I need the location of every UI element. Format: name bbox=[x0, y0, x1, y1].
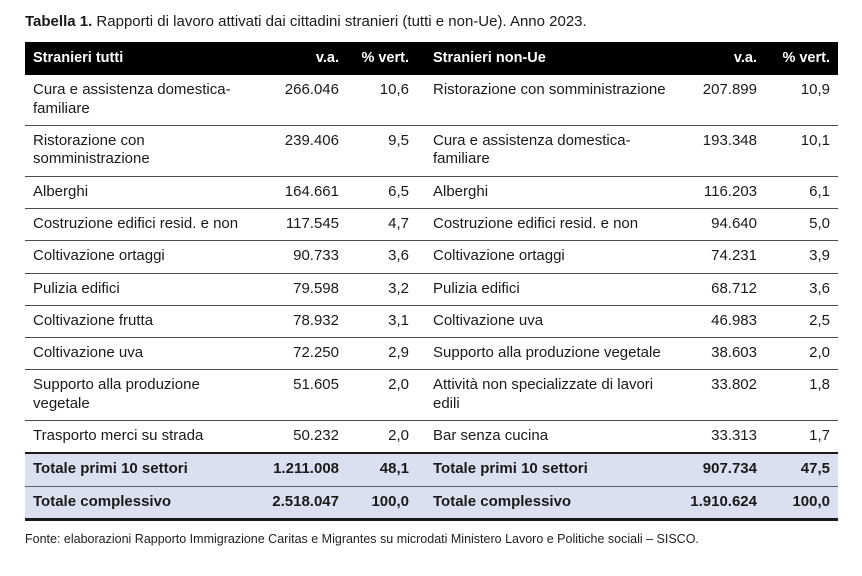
header-right-pct: % vert. bbox=[765, 41, 838, 76]
value-cell: 46.983 bbox=[675, 304, 765, 338]
sector-cell: Supporto alla produzione vegetale bbox=[417, 337, 675, 370]
value-cell: 117.545 bbox=[263, 207, 347, 241]
sector-cell: Alberghi bbox=[417, 175, 675, 209]
pct-cell: 3,1 bbox=[347, 304, 417, 338]
pct-cell: 1,8 bbox=[765, 369, 838, 421]
total-value-cell: 2.518.047 bbox=[263, 485, 347, 520]
sector-cell: Coltivazione frutta bbox=[25, 304, 263, 338]
sector-cell: Costruzione edifici resid. e non bbox=[25, 207, 263, 241]
header-left-va: v.a. bbox=[263, 41, 347, 76]
totals-top10-row: Totale primi 10 settori 1.211.008 48,1 T… bbox=[25, 452, 838, 487]
pct-cell: 9,5 bbox=[347, 125, 417, 177]
totals-overall-row: Totale complessivo 2.518.047 100,0 Total… bbox=[25, 485, 838, 520]
pct-cell: 1,7 bbox=[765, 420, 838, 454]
value-cell: 207.899 bbox=[702, 81, 757, 99]
pct-cell: 3,2 bbox=[347, 272, 417, 306]
total-value-cell: 907.734 bbox=[675, 452, 765, 487]
sector-cell: Costruzione edifici resid. e non bbox=[417, 207, 675, 241]
sector-cell: Coltivazione ortaggi bbox=[417, 240, 675, 274]
pct-cell: 10,6 bbox=[379, 81, 409, 99]
total-label-cell: Totale complessivo bbox=[417, 485, 675, 520]
table-row: Cura e assistenza domestica-familiare 26… bbox=[25, 75, 838, 125]
table-row: Coltivazione uva 72.250 2,9 Supporto all… bbox=[25, 337, 838, 370]
value-cell: 50.232 bbox=[263, 420, 347, 454]
header-stranieri-non-ue: Stranieri non-Ue bbox=[417, 41, 675, 76]
sector-cell: Pulizia edifici bbox=[417, 272, 675, 306]
table-row: Costruzione edifici resid. e non 117.545… bbox=[25, 207, 838, 241]
table-row: Alberghi 164.661 6,5 Alberghi 116.203 6,… bbox=[25, 175, 838, 209]
header-left-pct: % vert. bbox=[347, 41, 417, 76]
sector-cell: Coltivazione uva bbox=[25, 337, 263, 370]
value-cell: 51.605 bbox=[263, 369, 347, 421]
sector-cell: Coltivazione uva bbox=[417, 304, 675, 338]
value-cell: 266.046 bbox=[284, 81, 339, 99]
total-pct-cell: 48,1 bbox=[347, 452, 417, 487]
sector-cell: Attività non specializzate di lavori edi… bbox=[417, 369, 675, 421]
source-note: Fonte: elaborazioni Rapporto Immigrazion… bbox=[25, 531, 699, 546]
table-header: Stranieri tutti v.a. % vert. Stranieri n… bbox=[25, 41, 838, 76]
table-row: Pulizia edifici 79.598 3,2 Pulizia edifi… bbox=[25, 272, 838, 306]
sector-cell: Pulizia edifici bbox=[25, 272, 263, 306]
total-pct-cell: 100,0 bbox=[347, 485, 417, 520]
value-cell: 116.203 bbox=[675, 175, 765, 209]
pct-cell: 5,0 bbox=[765, 207, 838, 241]
pct-cell: 3,6 bbox=[347, 240, 417, 274]
total-pct-cell: 100,0 bbox=[765, 485, 838, 520]
sector-cell: Coltivazione ortaggi bbox=[25, 240, 263, 274]
pct-cell: 4,7 bbox=[347, 207, 417, 241]
value-cell: 72.250 bbox=[263, 337, 347, 370]
table-row: Ristorazione con somministrazione 239.40… bbox=[25, 125, 838, 177]
header-stranieri-tutti: Stranieri tutti bbox=[25, 41, 263, 76]
pct-cell: 2,9 bbox=[347, 337, 417, 370]
value-cell: 79.598 bbox=[263, 272, 347, 306]
table-row: Coltivazione ortaggi 90.733 3,6 Coltivaz… bbox=[25, 240, 838, 274]
table-title-number: Tabella 1. bbox=[25, 13, 93, 30]
sector-cell: Trasporto merci su strada bbox=[25, 420, 263, 454]
table-row: Supporto alla produzione vegetale 51.605… bbox=[25, 369, 838, 421]
sector-cell: Cura e assistenza domestica-familiare bbox=[33, 81, 231, 117]
total-label-cell: Totale primi 10 settori bbox=[25, 452, 263, 487]
total-value-cell: 1.910.624 bbox=[675, 485, 765, 520]
header-row: Stranieri tutti v.a. % vert. Stranieri n… bbox=[25, 41, 838, 76]
sector-cell: Bar senza cucina bbox=[417, 420, 675, 454]
sector-cell: Cura e assistenza domestica-familiare bbox=[417, 125, 675, 177]
pct-cell: 10,1 bbox=[765, 125, 838, 177]
value-cell: 74.231 bbox=[675, 240, 765, 274]
value-cell: 33.313 bbox=[675, 420, 765, 454]
value-cell: 90.733 bbox=[263, 240, 347, 274]
value-cell: 68.712 bbox=[675, 272, 765, 306]
pct-cell: 2,5 bbox=[765, 304, 838, 338]
sector-cell: Ristorazione con somministrazione bbox=[25, 125, 263, 177]
total-value-cell: 1.211.008 bbox=[263, 452, 347, 487]
pct-cell: 6,1 bbox=[765, 175, 838, 209]
table-title-text: Rapporti di lavoro attivati dai cittadin… bbox=[92, 13, 587, 30]
value-cell: 38.603 bbox=[675, 337, 765, 370]
table-row: Trasporto merci su strada 50.232 2,0 Bar… bbox=[25, 420, 838, 454]
table-title: Tabella 1. Rapporti di lavoro attivati d… bbox=[25, 12, 838, 32]
pct-cell: 10,9 bbox=[800, 81, 830, 99]
table-body: Cura e assistenza domestica-familiare 26… bbox=[25, 75, 838, 520]
value-cell: 78.932 bbox=[263, 304, 347, 338]
sector-cell: Supporto alla produzione vegetale bbox=[25, 369, 263, 421]
pct-cell: 3,6 bbox=[765, 272, 838, 306]
pct-cell: 2,0 bbox=[347, 369, 417, 421]
labor-sectors-table: Stranieri tutti v.a. % vert. Stranieri n… bbox=[25, 41, 838, 521]
header-right-va: v.a. bbox=[675, 41, 765, 76]
value-cell: 164.661 bbox=[263, 175, 347, 209]
value-cell: 239.406 bbox=[263, 125, 347, 177]
pct-cell: 2,0 bbox=[765, 337, 838, 370]
value-cell: 94.640 bbox=[675, 207, 765, 241]
value-cell: 33.802 bbox=[675, 369, 765, 421]
sector-cell: Alberghi bbox=[25, 175, 263, 209]
document-page: Tabella 1. Rapporti di lavoro attivati d… bbox=[25, 12, 838, 546]
table-row: Coltivazione frutta 78.932 3,1 Coltivazi… bbox=[25, 304, 838, 338]
total-label-cell: Totale complessivo bbox=[25, 485, 263, 520]
pct-cell: 2,0 bbox=[347, 420, 417, 454]
total-label-cell: Totale primi 10 settori bbox=[417, 452, 675, 487]
pct-cell: 3,9 bbox=[765, 240, 838, 274]
total-pct-cell: 47,5 bbox=[765, 452, 838, 487]
value-cell: 193.348 bbox=[675, 125, 765, 177]
sector-cell: Ristorazione con somministrazione bbox=[433, 81, 666, 99]
pct-cell: 6,5 bbox=[347, 175, 417, 209]
